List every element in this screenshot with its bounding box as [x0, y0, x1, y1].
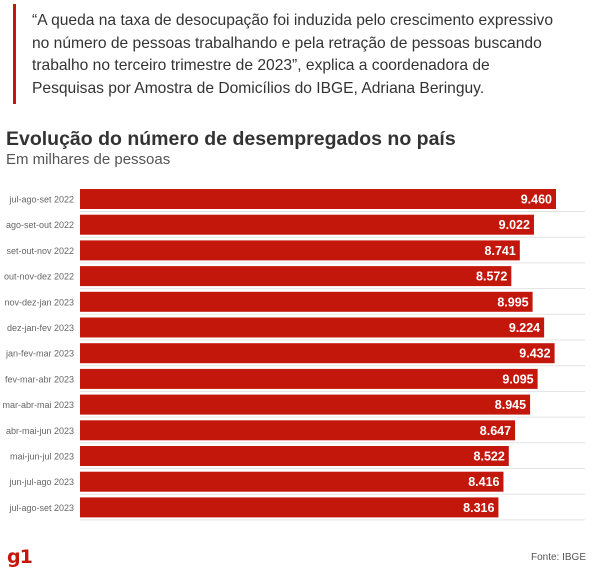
value-label: 9.224 [509, 321, 540, 335]
value-label: 8.945 [495, 398, 526, 412]
quote-text: “A queda na taxa de desocupação foi indu… [32, 10, 592, 100]
category-label: out-nov-dez 2022 [4, 272, 74, 282]
value-label: 8.647 [480, 424, 511, 438]
bar-chart: jul-ago-set 2022 9.460 ago-set-out 2022 9.0… [2, 189, 585, 521]
value-label: 8.316 [463, 501, 494, 515]
value-label: 8.522 [474, 450, 505, 464]
category-label: set-out-nov 2022 [6, 246, 74, 256]
quote-block: “A queda na taxa de desocupação foi indu… [13, 4, 591, 104]
g1-logo: g1 [7, 546, 33, 568]
quote-line: trabalho no terceiro trimestre de 2023”,… [32, 57, 490, 74]
bar [80, 317, 545, 338]
bar [80, 240, 520, 261]
bar [80, 343, 555, 364]
bar [80, 471, 504, 492]
bar [80, 266, 512, 287]
category-label: jul-ago-set 2022 [8, 195, 74, 205]
category-label: dez-jan-fev 2023 [7, 323, 74, 333]
category-label: jun-jul-ago 2023 [8, 477, 74, 487]
source-note: Fonte: IBGE [530, 552, 586, 563]
value-label: 9.022 [499, 218, 530, 232]
bar [80, 497, 499, 518]
category-label: jan-fev-mar 2023 [5, 349, 74, 359]
value-label: 8.416 [468, 475, 499, 489]
value-label: 9.095 [502, 372, 533, 386]
value-label: 9.432 [519, 347, 550, 361]
bar [80, 420, 516, 441]
quote-line: “A queda na taxa de desocupação foi indu… [32, 12, 553, 29]
category-label: jul-ago-set 2023 [8, 503, 74, 513]
bar [80, 394, 531, 415]
value-label: 9.460 [521, 193, 552, 207]
bar [80, 446, 509, 466]
bar [80, 189, 556, 209]
value-label: 8.741 [485, 244, 516, 258]
category-label: nov-dez-jan 2023 [4, 297, 74, 307]
category-label: abr-mai-jun 2023 [6, 426, 74, 436]
chart-subtitle: Em milhares de pessoas [6, 151, 171, 168]
bar [80, 368, 538, 389]
value-label: 8.572 [476, 270, 507, 284]
bar [80, 291, 533, 312]
value-label: 8.995 [497, 295, 528, 309]
quote-line: no número de pessoas trabalhando e pela … [32, 34, 542, 52]
category-label: mai-jun-jul 2023 [10, 452, 74, 462]
bar [80, 214, 534, 235]
chart-title: Evolução do número de desempregados no p… [6, 128, 456, 150]
category-label: fev-mar-abr 2023 [5, 374, 74, 384]
category-label: mar-abr-mai 2023 [2, 400, 74, 410]
category-label: ago-set-out 2022 [6, 220, 74, 230]
quote-line: Pesquisas por Amostra de Domicílios do I… [32, 79, 485, 97]
